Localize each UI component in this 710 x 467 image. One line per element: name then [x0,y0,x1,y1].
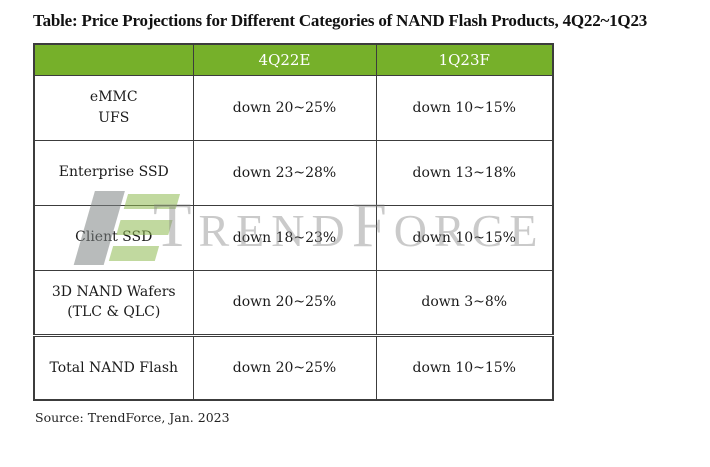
value-cell-1q23f: down 10~15% [375,204,554,271]
header-cell-category [33,43,194,76]
row-label-cell: Enterprise SSD [33,139,194,206]
row-label-line1: 3D NAND Wafers [51,283,176,300]
table-row: 3D NAND Wafers (TLC & QLC) down 20~25% d… [33,269,554,336]
row-label-line1: Enterprise SSD [58,164,169,181]
row-label-cell: Total NAND Flash [33,333,194,401]
value-cell-4q22e: down 20~25% [192,333,377,401]
row-label-line2: (TLC & QLC) [67,304,161,320]
value-cell-1q23f: down 10~15% [375,74,554,141]
value-cell-1q23f: down 13~18% [375,139,554,206]
table-row: Enterprise SSD down 23~28% down 13~18% [33,139,554,206]
row-label-line1: Client SSD [75,229,153,246]
header-cell-4q22e: 4Q22E [192,43,377,76]
value-cell-1q23f: down 3~8% [375,269,554,336]
table-row: eMMC UFS down 20~25% down 10~15% [33,74,554,141]
value-cell-4q22e: down 20~25% [192,74,377,141]
row-label-line2: UFS [98,109,130,126]
value-cell-4q22e: down 18~23% [192,204,377,271]
table-header-row: 4Q22E 1Q23F [33,43,554,76]
header-cell-1q23f: 1Q23F [375,43,554,76]
price-projection-table: 4Q22E 1Q23F eMMC UFS down 20~25% down 10… [33,43,554,401]
value-cell-1q23f: down 10~15% [375,333,554,401]
row-label-cell: Client SSD [33,204,194,271]
row-label-cell: eMMC UFS [33,74,194,141]
value-cell-4q22e: down 23~28% [192,139,377,206]
table-row-total: Total NAND Flash down 20~25% down 10~15% [33,333,554,401]
row-label-cell: 3D NAND Wafers (TLC & QLC) [33,269,194,336]
row-label-line1: eMMC [89,89,138,106]
source-attribution: Source: TrendForce, Jan. 2023 [35,410,230,425]
table-row: Client SSD down 18~23% down 10~15% [33,204,554,271]
row-label-line1: Total NAND Flash [49,359,179,376]
table-title: Table: Price Projections for Different C… [33,11,648,30]
value-cell-4q22e: down 20~25% [192,269,377,336]
